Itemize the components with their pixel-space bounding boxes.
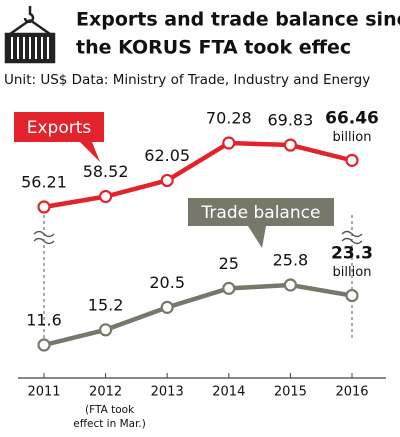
series-line <box>43 140 353 210</box>
chart-title: Exports and trade balance since <box>76 9 400 31</box>
category-note: effect in Mar.) <box>73 418 146 430</box>
data-point <box>345 153 359 167</box>
data-point <box>160 300 174 314</box>
data-point <box>98 189 113 204</box>
axis-break <box>33 230 55 245</box>
x-tick-label: 2016 <box>335 385 368 400</box>
data-point <box>283 138 297 152</box>
series-line <box>43 282 353 348</box>
unit-label: billion <box>333 130 372 145</box>
data-label: 25.8 <box>273 251 309 270</box>
data-label: 70.28 <box>206 109 252 128</box>
data-point <box>222 136 236 150</box>
data-point <box>283 278 297 292</box>
data-label: 62.05 <box>144 146 190 165</box>
data-point <box>345 288 359 303</box>
data-point <box>37 338 51 352</box>
data-label: 23.3 <box>331 244 373 264</box>
data-label: 69.83 <box>267 111 313 130</box>
x-tick-label: 2011 <box>27 385 60 400</box>
category-note: (FTA took <box>85 404 135 416</box>
data-label: 58.52 <box>83 162 129 181</box>
data-label: 66.46 <box>325 108 379 128</box>
x-tick-label: 2013 <box>151 385 184 400</box>
data-point <box>222 281 236 295</box>
data-point <box>37 200 51 214</box>
data-point <box>98 323 113 337</box>
data-label: 56.21 <box>21 173 67 192</box>
data-label: 25 <box>219 254 239 273</box>
axis-break <box>341 230 363 245</box>
chart-title: the KORUS FTA took effec <box>76 37 351 59</box>
container-icon <box>4 6 56 64</box>
data-label: 15.2 <box>88 295 124 314</box>
x-tick-label: 2015 <box>274 385 307 400</box>
legend-pointer <box>80 142 100 162</box>
data-label: 11.6 <box>26 311 62 330</box>
x-tick-label: 2012 <box>89 385 122 400</box>
legend-box <box>188 198 334 226</box>
data-point <box>160 173 174 188</box>
data-label: 20.5 <box>149 273 185 292</box>
legend-box <box>14 112 104 142</box>
legend-label: Exports <box>27 118 92 138</box>
legend-label: Trade balance <box>201 203 321 223</box>
legend-pointer <box>248 226 266 248</box>
chart-subtitle: Unit: US$ Data: Ministry of Trade, Indus… <box>4 72 370 88</box>
unit-label: billion <box>333 265 372 280</box>
x-tick-label: 2014 <box>212 385 245 400</box>
